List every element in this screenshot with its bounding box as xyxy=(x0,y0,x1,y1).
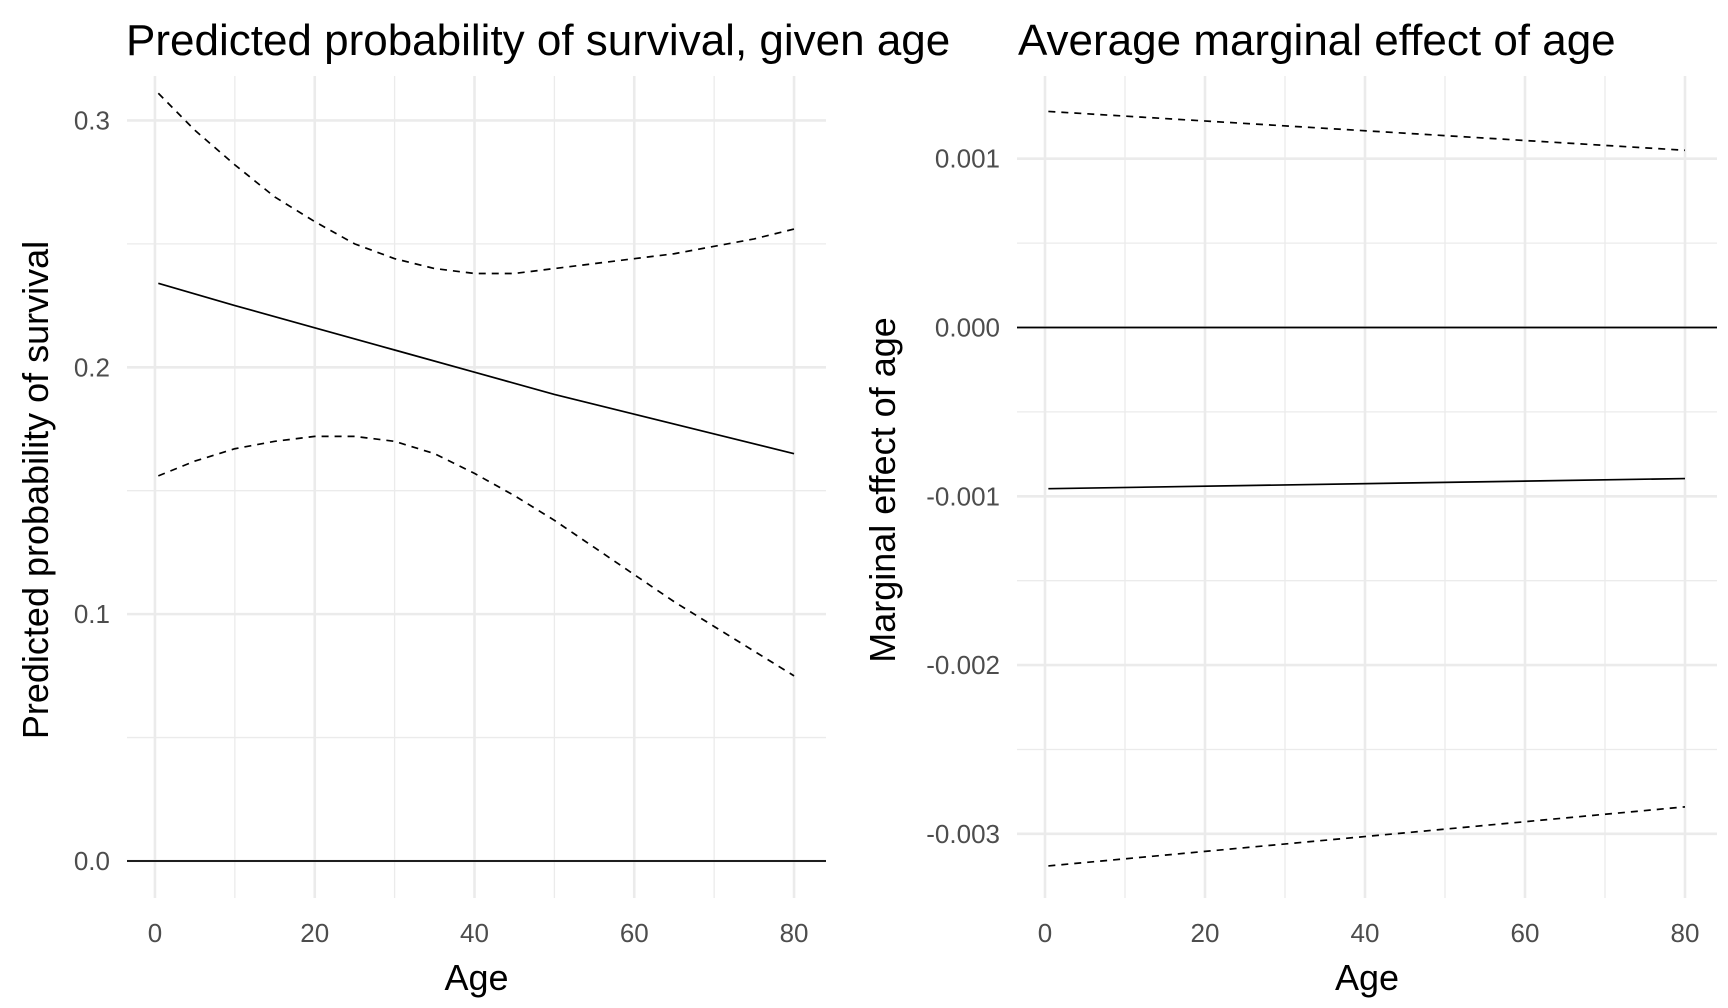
y-tick-label: -0.002 xyxy=(926,650,1000,680)
x-tick-label: 80 xyxy=(1671,918,1700,948)
chart-title: Average marginal effect of age xyxy=(1018,16,1616,65)
lower-ci-line xyxy=(1048,806,1686,867)
upper-ci-line xyxy=(1048,110,1686,152)
y-tick-label: -0.003 xyxy=(926,819,1000,849)
x-tick-label: 60 xyxy=(1511,918,1540,948)
left-panel-predicted-probability: 0.0 0.1 0.2 0.3 0 20 40 60 80 Age Predicted probab… xyxy=(15,16,950,998)
x-tick-label: 20 xyxy=(300,918,329,948)
x-tick-label: 80 xyxy=(780,918,809,948)
y-axis-title: Marginal effect of age xyxy=(862,317,903,663)
x-axis-title: Age xyxy=(444,957,508,998)
x-tick-label: 0 xyxy=(1038,918,1052,948)
lower-ci-line xyxy=(158,435,795,677)
chart-title: Predicted probability of survival, given… xyxy=(126,16,950,65)
y-axis-title: Predicted probability of survival xyxy=(15,241,56,739)
y-tick-label: 0.2 xyxy=(74,352,110,382)
y-tick-label: 0.001 xyxy=(935,144,1000,174)
estimate-line xyxy=(158,282,795,455)
right-panel-marginal-effect: -0.003 -0.002 -0.001 0.000 0.001 0 20 40 60 80 Age… xyxy=(862,16,1717,998)
x-tick-label: 20 xyxy=(1191,918,1220,948)
x-tick-label: 40 xyxy=(1351,918,1380,948)
y-tick-label: 0.1 xyxy=(74,599,110,629)
y-tick-label: 0.3 xyxy=(74,105,110,135)
x-tick-label: 40 xyxy=(460,918,489,948)
y-tick-label: -0.001 xyxy=(926,481,1000,511)
x-tick-label: 0 xyxy=(148,918,162,948)
y-tick-label: 0.0 xyxy=(74,846,110,876)
x-tick-label: 60 xyxy=(620,918,649,948)
upper-ci-line xyxy=(157,92,795,275)
y-tick-label: 0.000 xyxy=(935,312,1000,342)
estimate-line xyxy=(1048,477,1686,490)
x-axis-title: Age xyxy=(1335,957,1399,998)
